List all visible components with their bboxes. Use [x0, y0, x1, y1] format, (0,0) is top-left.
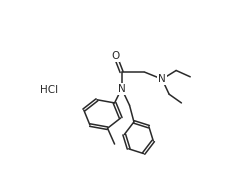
Text: O: O: [111, 51, 120, 61]
Text: N: N: [118, 84, 126, 94]
Text: N: N: [158, 74, 166, 84]
Text: HCl: HCl: [39, 85, 58, 95]
